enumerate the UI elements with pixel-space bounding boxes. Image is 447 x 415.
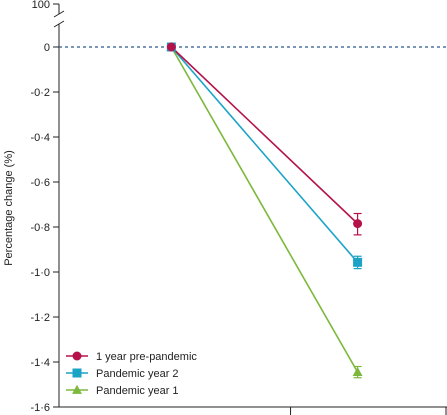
- legend-label: Pandemic year 1: [96, 385, 179, 397]
- legend-marker: [72, 368, 82, 378]
- y-tick-label: -1·4: [30, 357, 50, 369]
- y-tick-label: 0: [44, 42, 50, 54]
- legend-label: 1 year pre-pandemic: [96, 351, 197, 363]
- axis-layer: 100 0 -0·2 -0·4 -0·6 -0·8 -1·0 -1·2 -1·4 -1·6: [30, 0, 447, 415]
- series-line: [170, 46, 359, 263]
- y-tick-label: 100: [32, 0, 50, 11]
- y-tick-label: -0·6: [30, 177, 50, 189]
- y-axis-label: Percentage change (%): [3, 150, 15, 266]
- axis-break-mark: [53, 10, 65, 18]
- series-line: [170, 46, 359, 225]
- axis-break-mark: [53, 20, 65, 28]
- y-tick-label: -0·8: [30, 222, 50, 234]
- legend-marker: [72, 384, 82, 394]
- series-layer: [166, 41, 363, 379]
- y-tick-label: -1·2: [30, 312, 50, 324]
- legend-label: Pandemic year 2: [96, 368, 179, 380]
- legend-layer: 1 year pre-pandemic Pandemic year 2 Pandem…: [66, 351, 197, 397]
- series-line: [170, 46, 359, 373]
- data-point: [353, 257, 363, 267]
- y-tick-label: -0·4: [30, 132, 50, 144]
- legend-marker: [72, 351, 82, 361]
- data-point: [352, 366, 363, 376]
- data-point: [166, 42, 176, 52]
- y-tick-label: -1·0: [30, 267, 50, 279]
- y-tick-label: -0·2: [30, 87, 50, 99]
- y-tick-label: -1·6: [30, 402, 50, 414]
- data-point: [353, 219, 363, 229]
